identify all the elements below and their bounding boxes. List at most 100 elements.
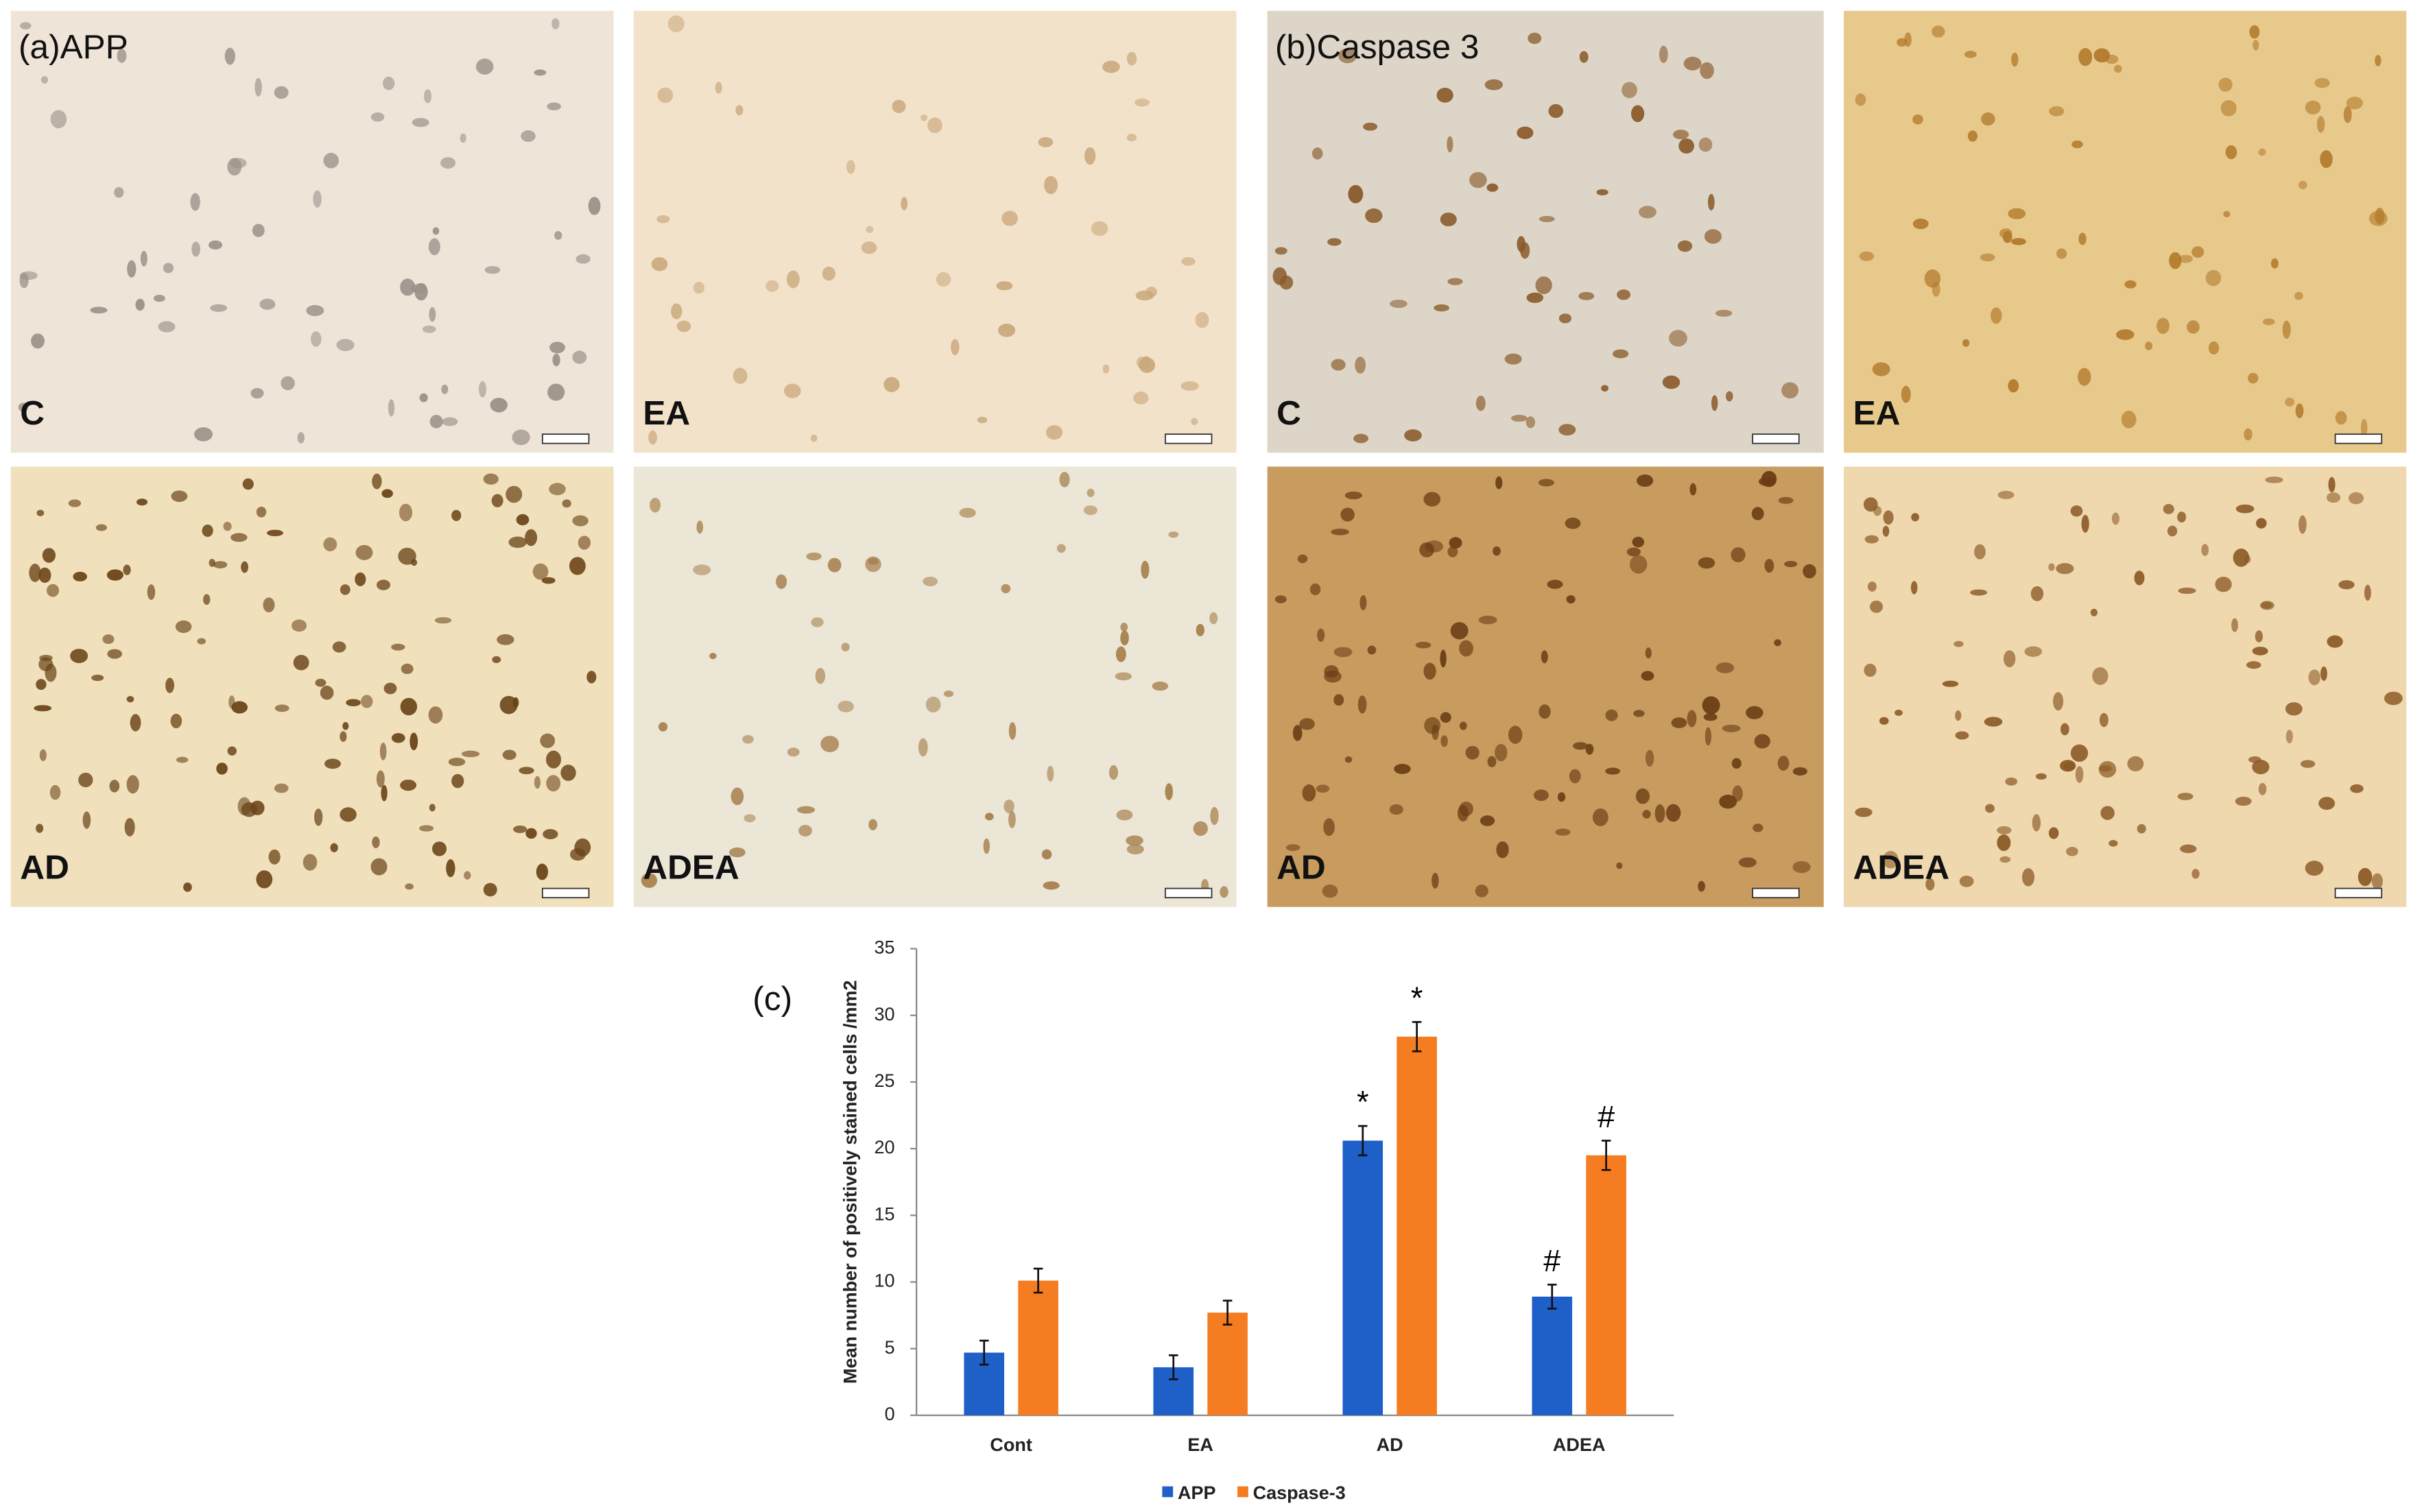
x-tick-label: AD bbox=[1377, 1435, 1403, 1455]
cell bbox=[1322, 884, 1338, 898]
cell bbox=[372, 836, 380, 848]
cell bbox=[19, 271, 38, 280]
cell bbox=[400, 278, 416, 296]
cell bbox=[1440, 649, 1447, 668]
cell bbox=[391, 733, 405, 743]
cell bbox=[1517, 236, 1525, 252]
cell bbox=[448, 757, 466, 767]
y-tick-label: 5 bbox=[885, 1337, 895, 1358]
cell bbox=[2005, 777, 2018, 786]
cell bbox=[1504, 353, 1522, 365]
cell bbox=[2258, 782, 2267, 795]
cell bbox=[2244, 428, 2253, 441]
cell bbox=[391, 643, 405, 651]
cell bbox=[1645, 749, 1654, 767]
scale-bar bbox=[1165, 433, 1213, 444]
cell bbox=[1711, 395, 1718, 411]
cell bbox=[2078, 47, 2093, 67]
cell bbox=[2360, 418, 2368, 437]
cell bbox=[2348, 492, 2364, 505]
cell bbox=[256, 506, 267, 518]
cell bbox=[1344, 756, 1353, 763]
cell bbox=[2205, 269, 2222, 287]
cell bbox=[2121, 410, 2137, 429]
cell bbox=[1803, 564, 1816, 579]
cell bbox=[868, 819, 878, 830]
cell bbox=[641, 873, 658, 888]
cell bbox=[2350, 784, 2364, 793]
cell bbox=[2371, 873, 2383, 889]
cell bbox=[1637, 474, 1654, 487]
micrograph bbox=[1844, 10, 2407, 453]
cell bbox=[39, 654, 53, 661]
cell bbox=[1731, 547, 1746, 562]
cell bbox=[1475, 395, 1486, 411]
cell bbox=[82, 811, 91, 829]
cell bbox=[405, 883, 414, 890]
cell bbox=[194, 427, 213, 442]
cell bbox=[227, 746, 237, 756]
cell bbox=[2305, 861, 2324, 876]
cell bbox=[29, 564, 41, 582]
cell bbox=[1872, 362, 1890, 376]
cell bbox=[1569, 769, 1581, 784]
cell bbox=[2282, 320, 2291, 339]
cell bbox=[42, 548, 56, 563]
cell bbox=[216, 763, 228, 775]
cell bbox=[2157, 317, 2170, 335]
cell bbox=[1704, 229, 1722, 244]
cell bbox=[1285, 844, 1300, 851]
cell bbox=[190, 193, 200, 211]
cell bbox=[336, 339, 355, 351]
cell bbox=[2090, 608, 2098, 616]
bar bbox=[1207, 1312, 1248, 1415]
cell bbox=[901, 197, 908, 211]
cell bbox=[231, 701, 248, 714]
scale-bar bbox=[1165, 887, 1213, 899]
cell bbox=[815, 668, 826, 684]
cell bbox=[2320, 150, 2333, 168]
cell bbox=[95, 524, 108, 531]
cell bbox=[1475, 884, 1488, 898]
cell bbox=[266, 529, 283, 536]
micrograph bbox=[10, 466, 614, 907]
cell bbox=[2078, 368, 2091, 386]
cell bbox=[2124, 280, 2137, 289]
cell bbox=[483, 883, 497, 897]
cell bbox=[491, 494, 503, 507]
cell bbox=[892, 99, 906, 113]
cell bbox=[2223, 211, 2231, 217]
cell bbox=[693, 282, 705, 294]
cell bbox=[31, 333, 45, 349]
panel-label: AD bbox=[1276, 848, 1326, 887]
cell bbox=[2071, 140, 2083, 149]
cell bbox=[203, 594, 211, 605]
cell bbox=[2375, 55, 2382, 67]
cell bbox=[2180, 844, 2197, 854]
cell bbox=[651, 257, 668, 272]
cell bbox=[1981, 112, 1995, 126]
cell bbox=[744, 814, 756, 823]
cell bbox=[2320, 666, 2327, 681]
micrograph bbox=[633, 466, 1237, 907]
cell bbox=[1044, 176, 1058, 195]
cell bbox=[2111, 512, 2119, 525]
cell bbox=[1460, 721, 1467, 730]
cell bbox=[1731, 758, 1742, 769]
cell bbox=[1596, 189, 1608, 196]
cell bbox=[124, 817, 135, 837]
cell bbox=[534, 69, 547, 76]
cell bbox=[693, 564, 711, 575]
cell bbox=[241, 561, 249, 573]
cell bbox=[411, 559, 418, 566]
cell bbox=[2316, 116, 2325, 133]
cell bbox=[2231, 618, 2238, 632]
cell bbox=[2169, 252, 2182, 269]
cell bbox=[50, 110, 67, 129]
cell bbox=[2220, 100, 2237, 117]
cell bbox=[176, 756, 189, 763]
cell bbox=[2295, 403, 2304, 418]
cell bbox=[1135, 290, 1154, 301]
cell bbox=[1715, 309, 1733, 317]
cell bbox=[2056, 563, 2074, 575]
